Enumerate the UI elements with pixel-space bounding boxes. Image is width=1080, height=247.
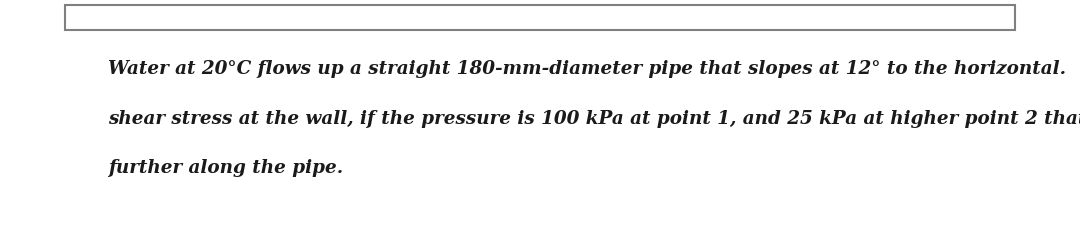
Text: shear stress at the wall, if the pressure is 100 kPa at point 1, and 25 kPa at h: shear stress at the wall, if the pressur… [108,110,1080,127]
Text: Water at 20°C flows up a straight 180-mm-diameter pipe that slopes at 12° to the: Water at 20°C flows up a straight 180-mm… [108,60,1080,78]
Text: further along the pipe.: further along the pipe. [108,159,343,177]
FancyBboxPatch shape [65,5,1015,30]
